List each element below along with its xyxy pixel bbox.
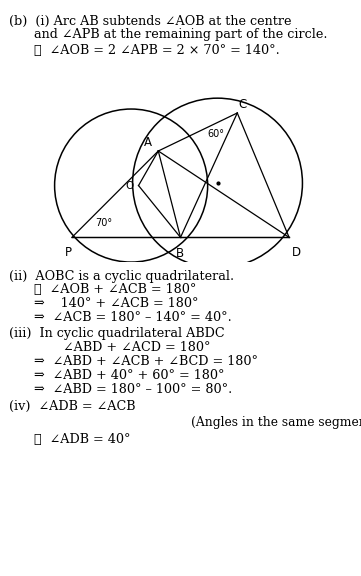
- Text: ∴  ∠ADB = 40°: ∴ ∠ADB = 40°: [34, 433, 131, 446]
- Text: B: B: [175, 247, 184, 260]
- Text: 70°: 70°: [95, 218, 113, 228]
- Text: ∴  ∠AOB = 2 ∠APB = 2 × 70° = 140°.: ∴ ∠AOB = 2 ∠APB = 2 × 70° = 140°.: [34, 44, 280, 57]
- Text: (ii)  AOBC is a cyclic quadrilateral.: (ii) AOBC is a cyclic quadrilateral.: [9, 270, 234, 283]
- Text: (b)  (i) Arc AB subtends ∠AOB at the centre: (b) (i) Arc AB subtends ∠AOB at the cent…: [9, 16, 292, 28]
- Text: ⇒  ∠ABD + ∠ACB + ∠BCD = 180°: ⇒ ∠ABD + ∠ACB + ∠BCD = 180°: [34, 355, 258, 368]
- Text: A: A: [143, 136, 151, 149]
- Text: (iii)  In cyclic quadrilateral ABDC: (iii) In cyclic quadrilateral ABDC: [9, 327, 225, 340]
- Text: 60°: 60°: [208, 128, 225, 139]
- Text: ⇒  ∠ABD = 180° – 100° = 80°.: ⇒ ∠ABD = 180° – 100° = 80°.: [34, 382, 232, 396]
- Text: ⇒    140° + ∠ACB = 180°: ⇒ 140° + ∠ACB = 180°: [34, 297, 199, 310]
- Text: ⇒  ∠ACB = 180° – 140° = 40°.: ⇒ ∠ACB = 180° – 140° = 40°.: [34, 311, 232, 324]
- Text: and ∠APB at the remaining part of the circle.: and ∠APB at the remaining part of the ci…: [34, 28, 328, 41]
- Text: C: C: [238, 97, 246, 111]
- Text: ⇒  ∠ABD + 40° + 60° = 180°: ⇒ ∠ABD + 40° + 60° = 180°: [34, 369, 225, 382]
- Text: (iv)  ∠ADB = ∠ACB: (iv) ∠ADB = ∠ACB: [9, 400, 135, 413]
- Text: P: P: [64, 247, 71, 259]
- Text: ∴  ∠AOB + ∠ACB = 180°: ∴ ∠AOB + ∠ACB = 180°: [34, 283, 197, 297]
- Text: ∠ABD + ∠ACD = 180°: ∠ABD + ∠ACD = 180°: [63, 341, 211, 354]
- Text: O: O: [126, 180, 134, 191]
- Text: D: D: [292, 247, 301, 259]
- Text: (Angles in the same segment): (Angles in the same segment): [191, 416, 361, 430]
